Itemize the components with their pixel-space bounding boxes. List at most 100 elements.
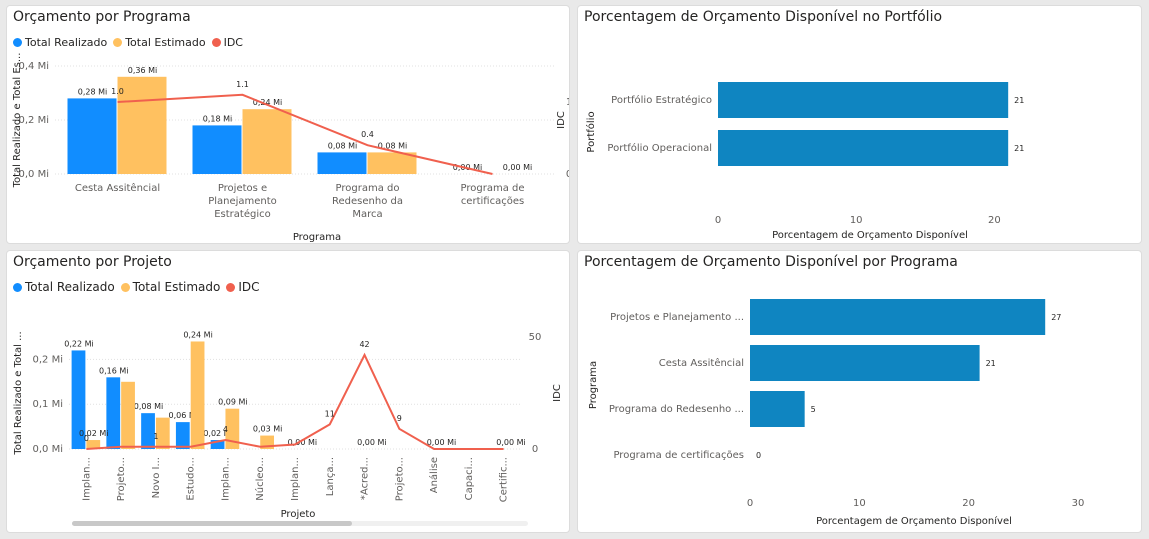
scrollbar-thumb[interactable] bbox=[72, 521, 352, 526]
x-tick-label: 0 bbox=[715, 215, 721, 226]
data-label: 27 bbox=[1051, 313, 1061, 322]
bar-estimado bbox=[155, 417, 170, 449]
data-label: 5 bbox=[811, 405, 816, 414]
legend-label: Total Realizado bbox=[25, 280, 115, 294]
bar-estimado bbox=[242, 109, 292, 174]
x-tick-label: Análise bbox=[428, 457, 440, 493]
y-tick-label: 0,0 Mi bbox=[33, 444, 64, 455]
y-axis-title: Total Realizado e Total ... bbox=[13, 331, 24, 455]
legend-item-idc[interactable]: IDC bbox=[226, 280, 260, 294]
data-label: 0,02 Mi bbox=[79, 429, 108, 438]
y2-tick-label: 1 bbox=[566, 97, 569, 108]
idc-data-label: 1.0 bbox=[111, 87, 124, 96]
legend-item-realizado[interactable]: Total Realizado bbox=[13, 280, 115, 294]
x-axis-title: Programa bbox=[293, 232, 341, 243]
bar-realizado bbox=[106, 377, 121, 449]
bar-estimado bbox=[117, 76, 167, 174]
y-axis-title: Portfólio bbox=[585, 111, 597, 152]
data-label: 21 bbox=[986, 359, 996, 368]
idc-data-label: 0 bbox=[84, 434, 89, 443]
y-tick-label: 0,2 Mi bbox=[33, 354, 64, 365]
idc-line bbox=[117, 93, 493, 175]
y-tick-label: 0,0 Mi bbox=[19, 169, 50, 180]
legend-item-realizado[interactable]: Total Realizado bbox=[13, 36, 107, 49]
bar-estimado bbox=[190, 341, 205, 449]
y-axis-title: Programa bbox=[588, 361, 599, 409]
x-tick-label: 20 bbox=[988, 215, 1001, 226]
x-axis-title: Porcentagem de Orçamento Disponível bbox=[772, 229, 968, 241]
x-tick-label: Projeto... bbox=[116, 457, 127, 501]
data-label: 0,09 Mi bbox=[218, 398, 247, 407]
chart-orcamento-por-programa: 0,0 Mi 0,2 Mi 0,4 Mi 0 1 Total Realizado e To… bbox=[12, 53, 569, 243]
x-tick-label: Implan... bbox=[220, 457, 231, 501]
bar-estimado bbox=[121, 381, 135, 449]
data-label: 0,00 Mi bbox=[357, 438, 386, 447]
bar-realizado bbox=[192, 125, 242, 174]
data-label: 0,08 Mi bbox=[134, 402, 163, 411]
legend-item-estimado[interactable]: Total Estimado bbox=[113, 36, 206, 49]
bar-realizado bbox=[317, 152, 367, 174]
chart-title: Porcentagem de Orçamento Disponível por … bbox=[584, 254, 958, 270]
y-tick-label: 0,4 Mi bbox=[19, 61, 50, 72]
data-label: 0,08 Mi bbox=[378, 141, 407, 150]
data-label: 0,00 Mi bbox=[427, 438, 456, 447]
idc-data-label: 1.1 bbox=[236, 80, 249, 89]
legend-label: Total Estimado bbox=[132, 280, 221, 294]
legend-item-idc[interactable]: IDC bbox=[211, 36, 243, 49]
x-tick-label: 20 bbox=[962, 498, 975, 509]
x-tick-label: Núcleo... bbox=[254, 457, 266, 501]
bar bbox=[750, 299, 1046, 335]
data-label: 21 bbox=[1014, 96, 1024, 105]
chart-title: Orçamento por Programa bbox=[13, 9, 191, 25]
x-tick-label: *Acred... bbox=[360, 457, 371, 500]
bar-realizado bbox=[175, 422, 190, 449]
x-axis-title: Projeto bbox=[281, 509, 316, 520]
y-axis-title: Total Realizado e Total Es... bbox=[12, 53, 23, 189]
y2-axis-title: IDC bbox=[556, 111, 567, 129]
bar-realizado bbox=[71, 350, 86, 449]
y2-tick-label: 0 bbox=[532, 444, 538, 455]
x-tick-label: Capaci... bbox=[464, 457, 475, 500]
data-label: 0,00 Mi bbox=[288, 438, 317, 447]
bar-estimado bbox=[367, 152, 417, 174]
bar-realizado bbox=[141, 413, 155, 449]
y-tick-label: Portfólio Operacional bbox=[607, 142, 712, 154]
data-label: 0,36 Mi bbox=[128, 66, 157, 75]
idc-data-label: 4 bbox=[223, 425, 228, 434]
panel-orcamento-por-programa: Orçamento por Programa Total Realizado T… bbox=[7, 6, 569, 243]
x-tick-label: 10 bbox=[853, 498, 866, 509]
legend-label: IDC bbox=[238, 280, 260, 294]
x-tick-label: Cesta Assitêncial bbox=[75, 182, 160, 194]
panel-disponivel-por-programa: Porcentagem de Orçamento Disponível por … bbox=[578, 251, 1141, 532]
y-tick-label: 0,1 Mi bbox=[33, 399, 64, 410]
bar bbox=[718, 82, 1009, 118]
y-tick-label: Cesta Assitêncial bbox=[659, 357, 744, 369]
y2-tick-label: 50 bbox=[529, 332, 542, 343]
bar bbox=[750, 391, 805, 427]
legend: Total Realizado Total Estimado IDC bbox=[13, 280, 260, 294]
y-tick-label: 0,2 Mi bbox=[19, 115, 50, 126]
bar bbox=[718, 130, 1009, 166]
y2-axis-title: IDC bbox=[552, 384, 563, 402]
legend-item-estimado[interactable]: Total Estimado bbox=[120, 280, 221, 294]
x-tick-label: 0 bbox=[747, 498, 753, 509]
x-tick-label: Implan... bbox=[290, 457, 301, 501]
x-tick-label: Novo I... bbox=[151, 457, 162, 498]
data-label: 21 bbox=[1014, 144, 1024, 153]
data-label: 0,22 Mi bbox=[64, 339, 93, 348]
data-label: 0,00 Mi bbox=[496, 438, 525, 447]
data-label: 0,24 Mi bbox=[183, 330, 212, 339]
data-label: 0,24 Mi bbox=[253, 98, 282, 107]
legend-label: IDC bbox=[223, 36, 243, 49]
data-label: 0,28 Mi bbox=[78, 87, 107, 96]
data-label: 0,02 Mi bbox=[203, 429, 232, 438]
idc-data-label: 9 bbox=[397, 414, 402, 423]
panel-orcamento-por-projeto: Orçamento por Projeto Total Realizado To… bbox=[7, 251, 569, 532]
idc-data-label: 42 bbox=[359, 340, 369, 349]
x-tick-label: Projeto... bbox=[394, 457, 405, 501]
data-label: 0,08 Mi bbox=[328, 141, 357, 150]
idc-data-label: 11 bbox=[325, 409, 335, 418]
x-axis-title: Porcentagem de Orçamento Disponível bbox=[816, 515, 1012, 527]
y-tick-label: Projetos e Planejamento ... bbox=[610, 312, 744, 323]
data-label: 0,16 Mi bbox=[99, 366, 128, 375]
